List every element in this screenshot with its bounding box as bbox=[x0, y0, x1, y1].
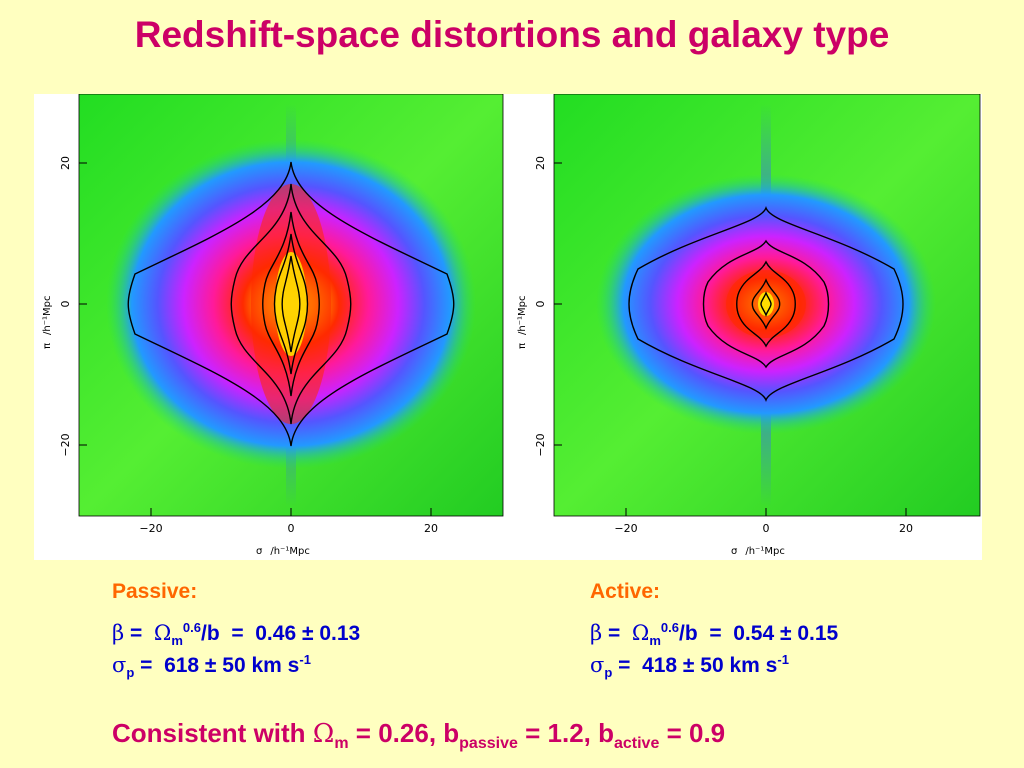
passive-sigma-value: = 618 ± 50 km s bbox=[134, 654, 300, 678]
conclusion-line: Consistent with Ωm = 0.26, bpassive = 1.… bbox=[112, 718, 726, 753]
active-y-tick-label: 20 bbox=[534, 156, 547, 170]
active-contours bbox=[628, 206, 904, 402]
active-heading: Active: bbox=[590, 580, 661, 603]
active-y-tick-label: 0 bbox=[534, 301, 547, 308]
active-panel: −20 0 20 −20 0 20 σ/h⁻¹Mpc π/h⁻¹Mpc bbox=[517, 94, 981, 557]
passive-panel: −20 0 20 −20 0 20 σ/h⁻¹Mpc π/h⁻¹Mpc bbox=[42, 94, 504, 557]
passive-x-tick-label: 0 bbox=[288, 522, 295, 535]
active-x-axis-label: σ/h⁻¹Mpc bbox=[731, 546, 785, 557]
active-sigma-value: = 418 ± 50 km s bbox=[612, 654, 778, 678]
passive-contours bbox=[127, 161, 455, 447]
passive-x-axis-label: σ/h⁻¹Mpc bbox=[256, 546, 310, 557]
passive-y-tick-label: 20 bbox=[59, 156, 72, 170]
contour-figure: −20 0 20 −20 0 20 σ/h⁻¹Mpc π/h⁻¹Mpc bbox=[42, 94, 981, 557]
active-x-tick-label: 0 bbox=[763, 522, 770, 535]
active-params: Active: β = Ωm0.6/b = 0.54 ± 0.15 σp = 4… bbox=[590, 580, 838, 684]
omega-symbol: Ω bbox=[312, 719, 335, 749]
passive-x-tick-label: 20 bbox=[424, 522, 438, 535]
active-x-tick-label: −20 bbox=[614, 522, 637, 535]
passive-y-tick-label: 0 bbox=[59, 301, 72, 308]
active-y-axis-label: π/h⁻¹Mpc bbox=[517, 296, 528, 350]
beta-symbol: β bbox=[590, 621, 603, 645]
active-x-tick-label: 20 bbox=[899, 522, 913, 535]
active-sigma-line: σp = 418 ± 50 km s-1 bbox=[590, 652, 789, 681]
passive-beta-value: /b = 0.46 ± 0.13 bbox=[200, 622, 361, 645]
slide-title: Redshift-space distortions and galaxy ty… bbox=[134, 14, 890, 55]
sigma-symbol: σ bbox=[590, 653, 605, 678]
passive-params: Passive: β = Ωm0.6/b = 0.46 ± 0.13 σp = … bbox=[112, 580, 360, 684]
passive-x-tick-label: −20 bbox=[139, 522, 162, 535]
active-y-tick-label: −20 bbox=[534, 433, 547, 456]
beta-symbol: β bbox=[112, 621, 125, 645]
active-core bbox=[758, 292, 774, 316]
active-axes-frame bbox=[553, 94, 981, 517]
passive-heading: Passive: bbox=[112, 580, 198, 603]
passive-sigma-line: σp = 618 ± 50 km s-1 bbox=[112, 652, 311, 681]
passive-beta-line: β = Ωm0.6/b = 0.46 ± 0.13 bbox=[112, 620, 361, 649]
figure-panels: −20 0 20 −20 0 20 σ/h⁻¹Mpc π/h⁻¹Mpc bbox=[34, 94, 982, 560]
passive-y-axis-label: π/h⁻¹Mpc bbox=[42, 296, 53, 350]
active-x-tick-marks bbox=[554, 162, 907, 516]
sigma-symbol: σ bbox=[112, 653, 127, 678]
passive-core bbox=[275, 252, 307, 356]
omega-symbol: Ω bbox=[631, 621, 650, 645]
active-beta-value: /b = 0.54 ± 0.15 bbox=[678, 622, 839, 645]
passive-y-tick-label: −20 bbox=[59, 433, 72, 456]
omega-symbol: Ω bbox=[153, 621, 172, 645]
passive-x-tick-marks bbox=[79, 162, 432, 516]
active-beta-line: β = Ωm0.6/b = 0.54 ± 0.15 bbox=[590, 620, 839, 649]
